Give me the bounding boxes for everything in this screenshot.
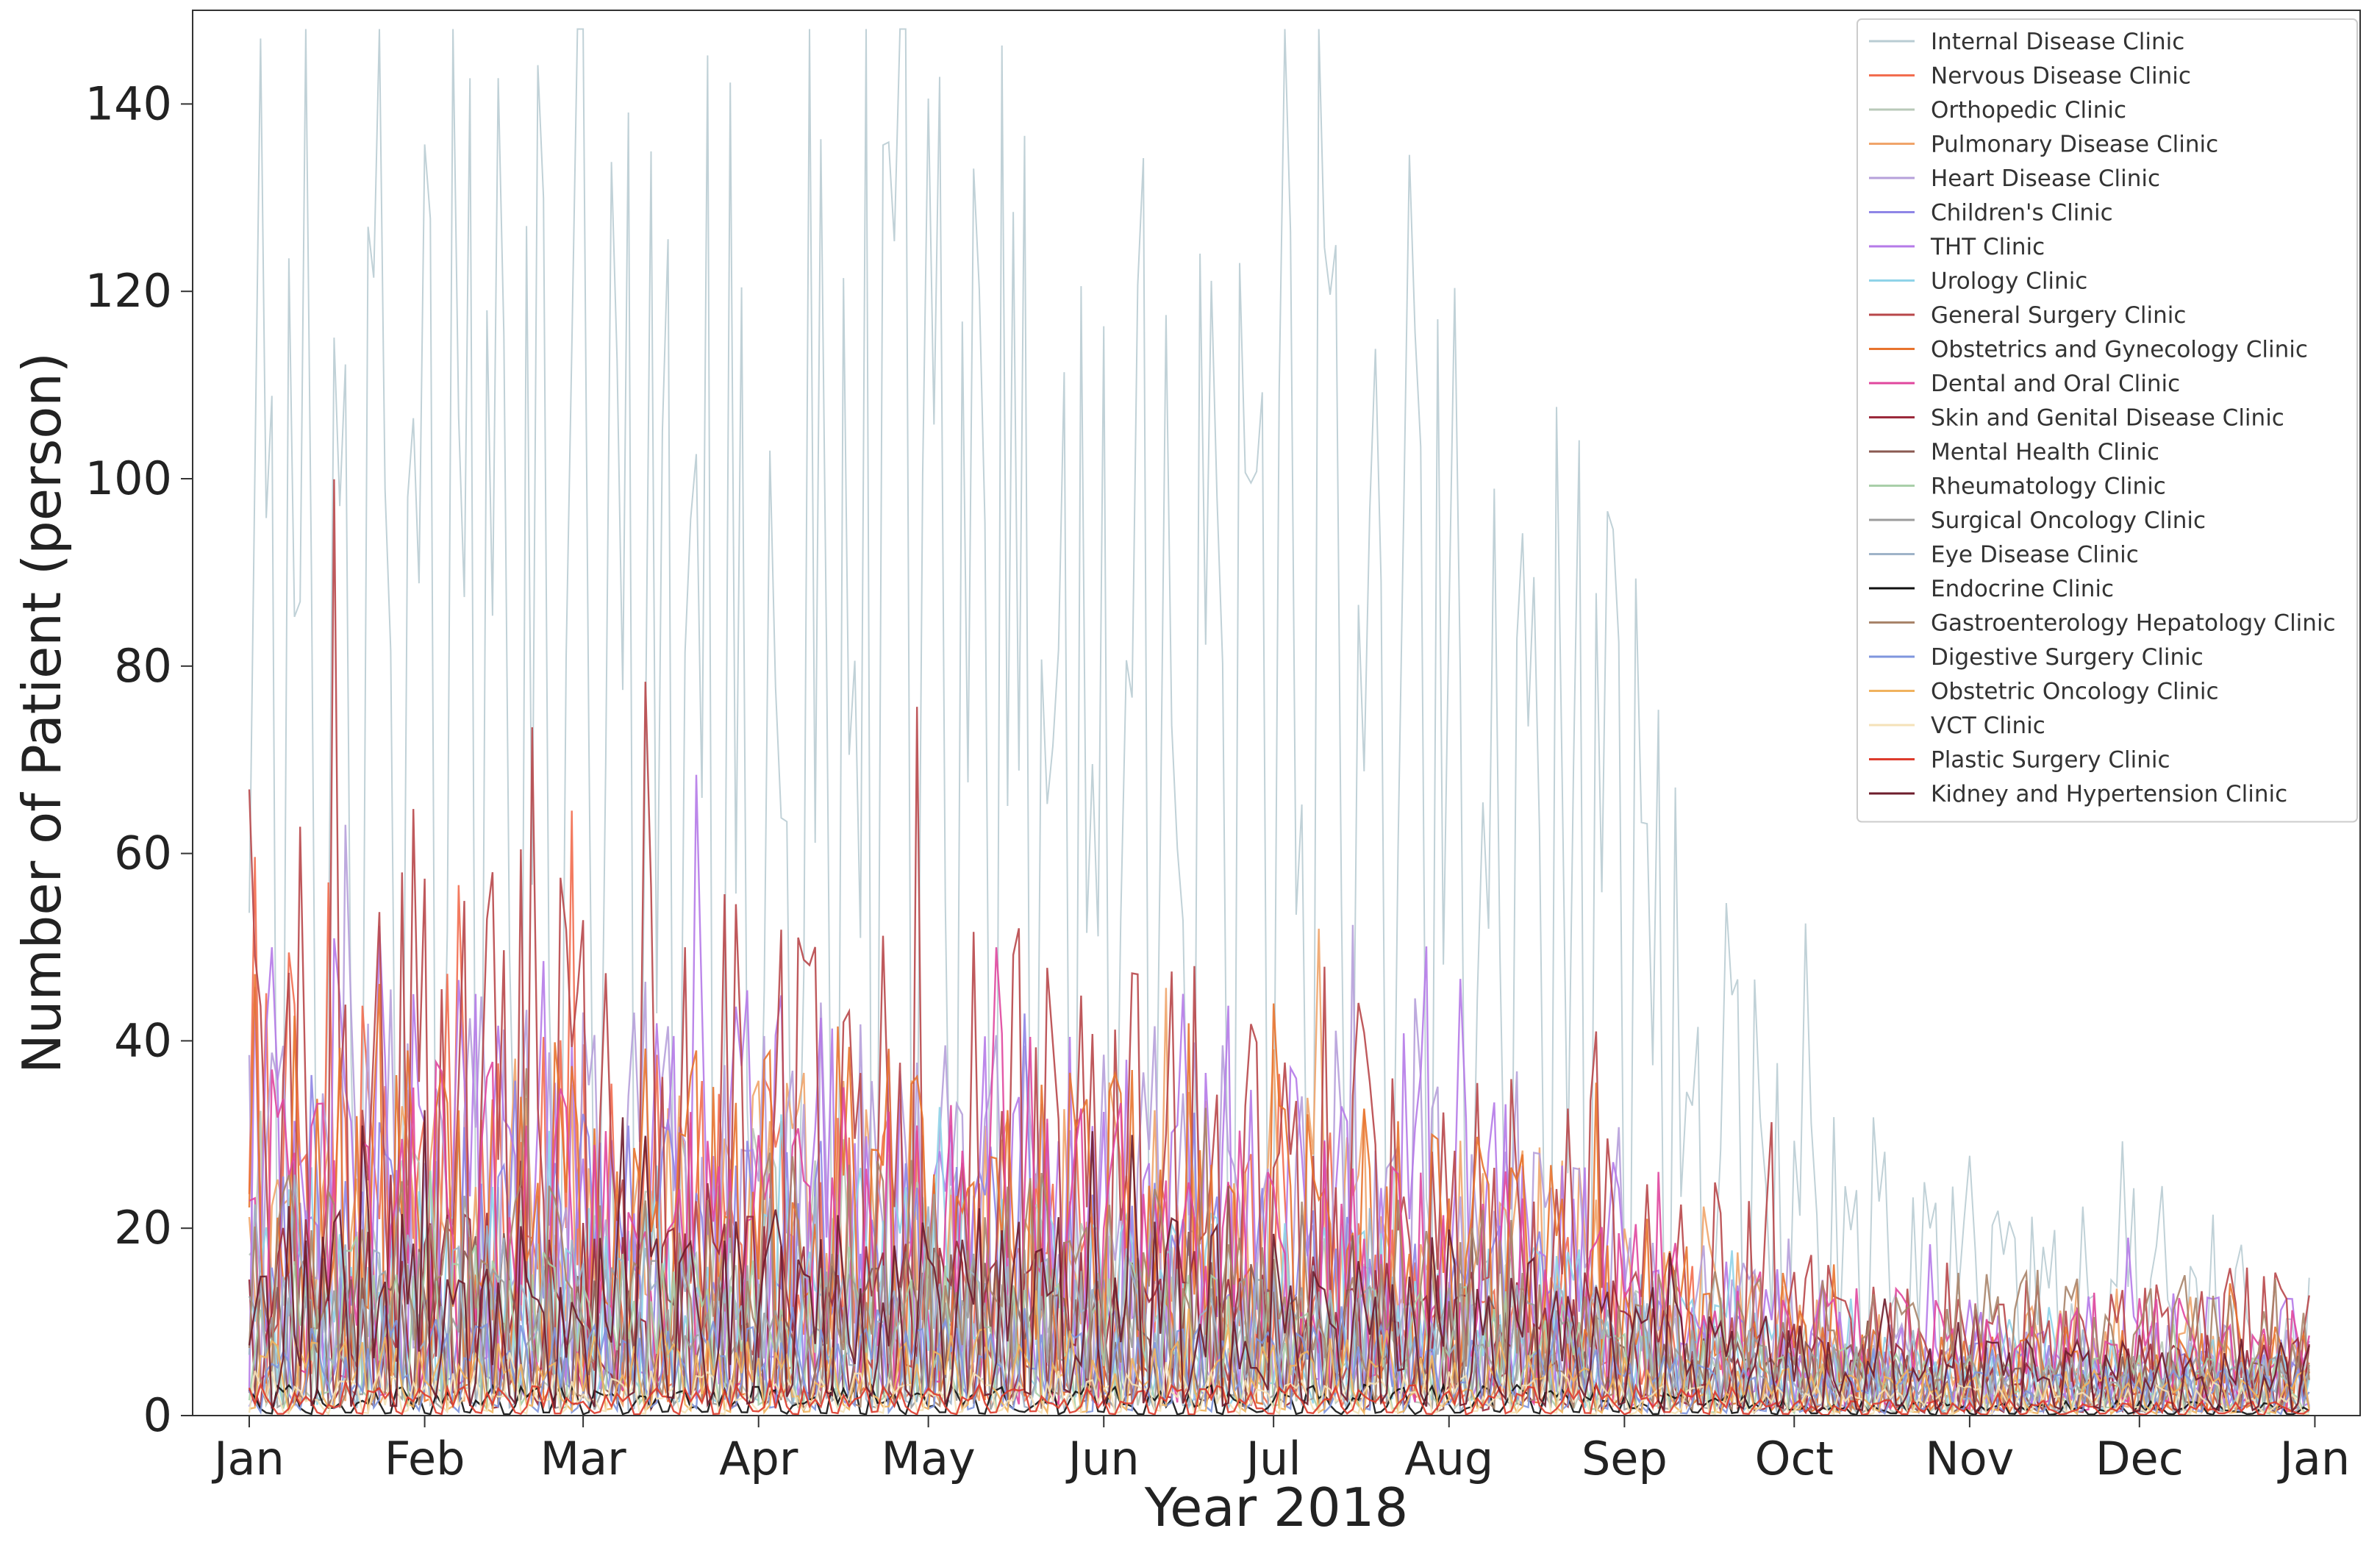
legend-entry-label: Eye Disease Clinic bbox=[1931, 542, 2139, 568]
series-line bbox=[248, 1160, 2310, 1415]
legend-entry-label: Endocrine Clinic bbox=[1931, 576, 2114, 602]
legend-entry-label: Heart Disease Clinic bbox=[1931, 165, 2160, 192]
legend-entry-label: VCT Clinic bbox=[1931, 713, 2045, 739]
legend-entry-label: Obstetrics and Gynecology Clinic bbox=[1931, 337, 2308, 363]
series-line bbox=[248, 1305, 2310, 1416]
y-tick-label: 40 bbox=[114, 1013, 172, 1067]
legend-entry-label: Kidney and Hypertension Clinic bbox=[1931, 781, 2287, 807]
legend-entry-label: Mental Health Clinic bbox=[1931, 439, 2159, 465]
series-layer bbox=[248, 28, 2310, 1416]
legend: Internal Disease Clinic Nervous Disease C… bbox=[1857, 18, 2358, 823]
y-tick-label: 140 bbox=[85, 76, 172, 130]
y-tick-label: 60 bbox=[114, 827, 172, 880]
legend-entry-label: Orthopedic Clinic bbox=[1931, 97, 2126, 124]
series-line bbox=[248, 1352, 2309, 1416]
legend-entry-label: Pulmonary Disease Clinic bbox=[1931, 132, 2218, 158]
x-tick-label: Apr bbox=[719, 1432, 798, 1485]
x-tick-label: Feb bbox=[385, 1432, 465, 1485]
x-tick-label: Aug bbox=[1404, 1432, 1493, 1485]
x-tick-label: Jul bbox=[1243, 1432, 1301, 1485]
y-tick-label: 20 bbox=[114, 1201, 172, 1255]
plot-frame bbox=[192, 10, 2361, 1416]
legend-box bbox=[1857, 18, 2358, 823]
legend-entry-label: General Surgery Clinic bbox=[1931, 302, 2186, 329]
x-tick-label: Jan bbox=[2277, 1432, 2351, 1485]
series-line bbox=[248, 1378, 2310, 1416]
x-tick-label: Jan bbox=[211, 1432, 285, 1485]
legend-entry-label: Children's Clinic bbox=[1931, 200, 2113, 226]
legend-entry-label: Dental and Oral Clinic bbox=[1931, 371, 2180, 397]
legend-entry-label: Surgical Oncology Clinic bbox=[1931, 507, 2206, 534]
x-tick-label: Nov bbox=[1925, 1432, 2014, 1485]
series-line bbox=[248, 479, 2310, 1412]
legend-entry-label: Nervous Disease Clinic bbox=[1931, 63, 2191, 90]
series-line bbox=[248, 1068, 2310, 1413]
y-tick-label: 0 bbox=[143, 1388, 172, 1442]
y-tick-label: 100 bbox=[85, 452, 172, 505]
series-line bbox=[249, 28, 2310, 1407]
axes-layer: 0 20 40 60 80 100 120 140 Jan Feb Mar Apr May Jun Jul A… bbox=[85, 76, 2351, 1485]
series-line bbox=[248, 1110, 2310, 1416]
x-axis-title: Year 2018 bbox=[1144, 1477, 1409, 1538]
x-tick-label: Oct bbox=[1755, 1432, 1834, 1485]
x-tick-label: May bbox=[882, 1432, 976, 1485]
legend-entry-label: Rheumatology Clinic bbox=[1931, 474, 2166, 500]
y-tick-label: 120 bbox=[85, 264, 172, 318]
y-tick-label: 80 bbox=[114, 639, 172, 693]
x-tick-label: Mar bbox=[540, 1432, 626, 1485]
legend-entry-label: Obstetric Oncology Clinic bbox=[1931, 679, 2219, 705]
legend-entry-label: Digestive Surgery Clinic bbox=[1931, 644, 2204, 671]
x-tick-label: Jun bbox=[1065, 1432, 1140, 1485]
legend-entry-label: Internal Disease Clinic bbox=[1931, 29, 2184, 55]
legend-entry-label: Skin and Genital Disease Clinic bbox=[1931, 405, 2284, 432]
y-axis-title: Number of Patient (person) bbox=[11, 352, 73, 1074]
legend-entry-label: THT Clinic bbox=[1930, 234, 2045, 260]
legend-entry-label: Urology Clinic bbox=[1931, 268, 2087, 295]
legend-entry-label: Plastic Surgery Clinic bbox=[1931, 747, 2170, 774]
x-tick-label: Sep bbox=[1582, 1432, 1668, 1485]
legend-entry-label: Gastroenterology Hepatology Clinic bbox=[1931, 610, 2336, 637]
x-tick-label: Dec bbox=[2095, 1432, 2184, 1485]
series-line bbox=[249, 1290, 2310, 1416]
